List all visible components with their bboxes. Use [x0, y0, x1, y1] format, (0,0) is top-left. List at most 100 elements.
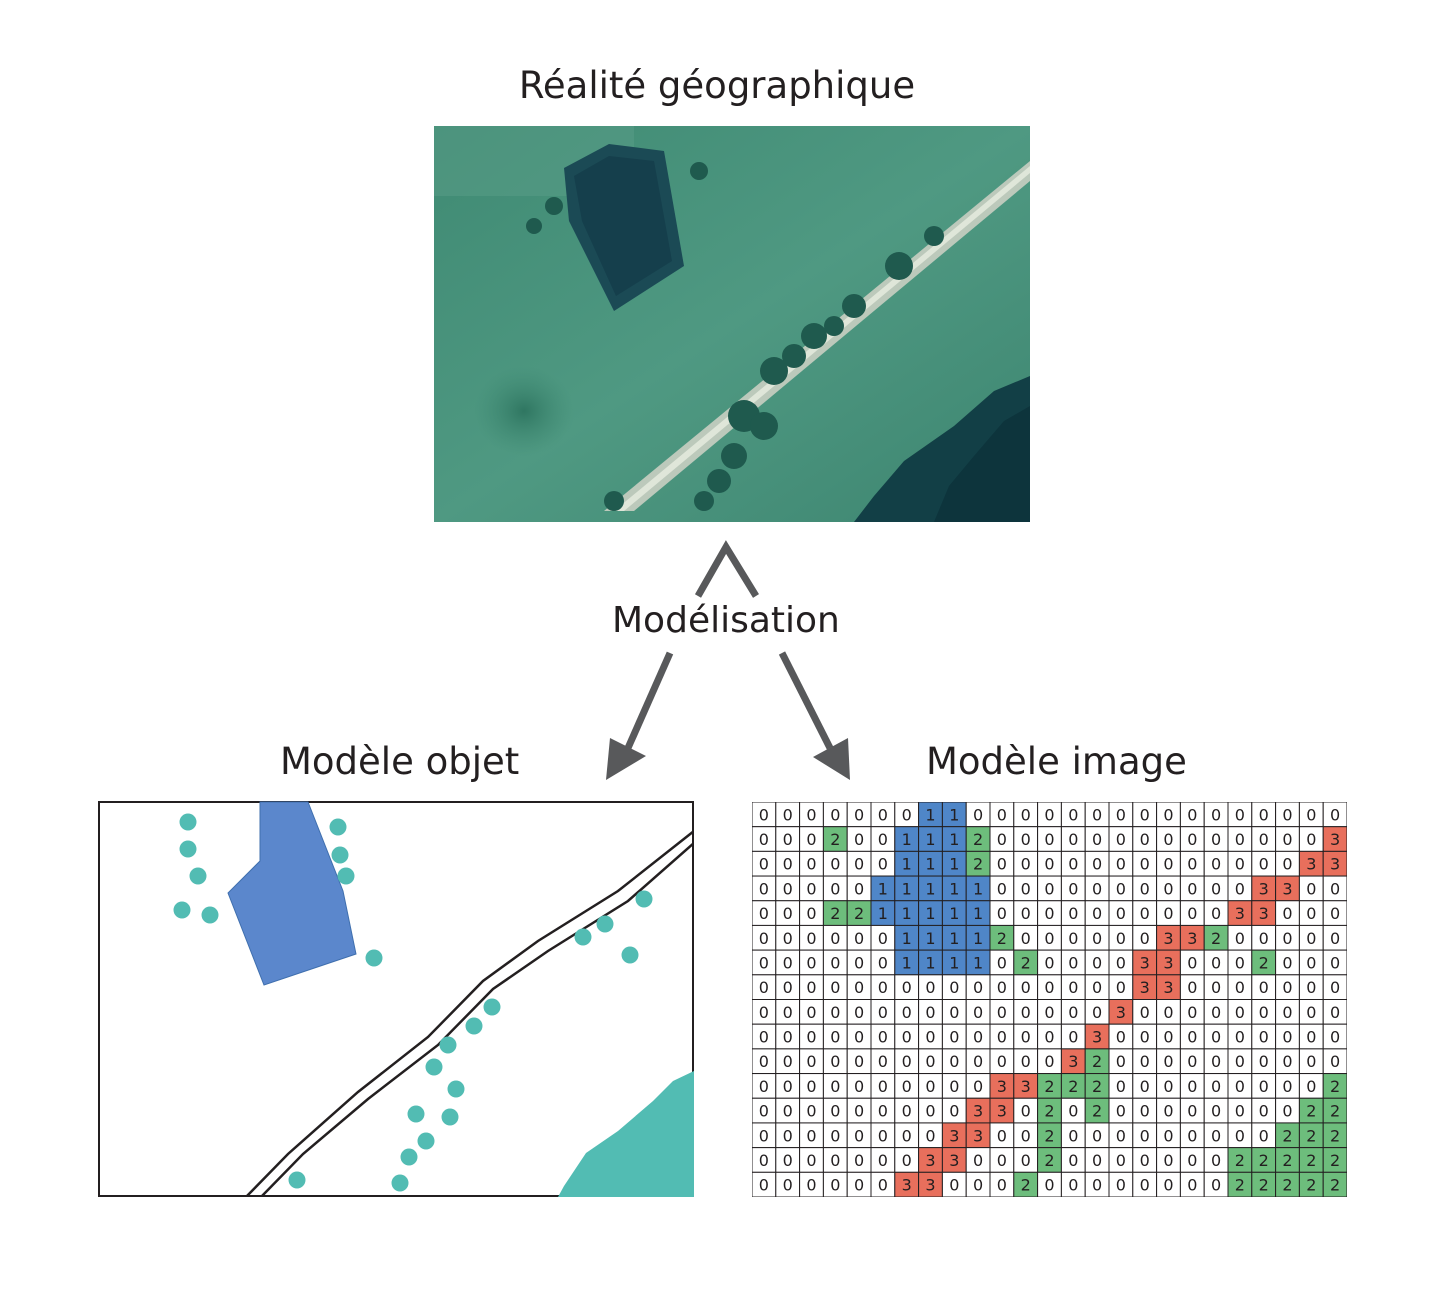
grid-cell-value: 0: [1140, 1052, 1150, 1071]
grid-cell-value: 0: [1044, 830, 1054, 849]
grid-cell-value: 3: [1163, 978, 1173, 997]
title-modeling: Modélisation: [612, 600, 840, 641]
grid-cell-value: 3: [1330, 830, 1340, 849]
grid-cell-value: 0: [783, 1028, 793, 1047]
grid-cell-value: 0: [759, 879, 769, 898]
grid-cell-value: 0: [878, 805, 888, 824]
tree-point: [331, 846, 349, 864]
grid-cell-value: 0: [1116, 855, 1126, 874]
grid-cell-value: 0: [1068, 1176, 1078, 1195]
grid-cell-value: 0: [1187, 953, 1197, 972]
grid-cell-value: 0: [902, 805, 912, 824]
grid-cell-value: 0: [1116, 830, 1126, 849]
grid-cell-value: 0: [783, 879, 793, 898]
title-image-model: Modèle image: [926, 740, 1187, 783]
grid-cell-value: 0: [1044, 1003, 1054, 1022]
road-edge-right: [260, 842, 694, 1197]
grid-cell-value: 0: [878, 1077, 888, 1096]
grid-cell-value: 0: [854, 929, 864, 948]
grid-cell-value: 1: [925, 879, 935, 898]
grid-cell-value: 0: [1306, 1052, 1316, 1071]
title-geographic-reality: Réalité géographique: [518, 64, 916, 107]
grid-cell-value: 0: [1187, 1028, 1197, 1047]
grid-cell-value: 3: [1330, 855, 1340, 874]
grid-cell-value: 0: [830, 1052, 840, 1071]
grid-cell-value: 0: [783, 1176, 793, 1195]
grid-cell-value: 0: [878, 830, 888, 849]
grid-cell-value: 0: [925, 1052, 935, 1071]
grid-cell-value: 0: [1021, 1003, 1031, 1022]
grid-cell-value: 0: [973, 1151, 983, 1170]
grid-cell-value: 0: [1163, 1028, 1173, 1047]
grid-cell-value: 0: [806, 1028, 816, 1047]
grid-cell-value: 0: [1211, 1102, 1221, 1121]
grid-cell-value: 0: [1021, 879, 1031, 898]
grid-cell-value: 0: [830, 1176, 840, 1195]
tree-point: [621, 946, 639, 964]
grid-cell-value: 0: [1140, 1003, 1150, 1022]
grid-cell-value: 2: [973, 855, 983, 874]
grid-cell-value: 0: [1092, 1151, 1102, 1170]
grid-cell-value: 0: [854, 830, 864, 849]
grid-cell-value: 0: [997, 978, 1007, 997]
grid-cell-value: 0: [783, 978, 793, 997]
grid-cell-value: 0: [854, 1126, 864, 1145]
grid-cell-value: 0: [1140, 1151, 1150, 1170]
grid-cell-value: 0: [1163, 1176, 1173, 1195]
grid-cell-value: 0: [1092, 1003, 1102, 1022]
grid-cell-value: 0: [973, 978, 983, 997]
grid-cell-value: 0: [783, 1102, 793, 1121]
grid-cell-value: 0: [854, 978, 864, 997]
grid-cell-value: 0: [973, 805, 983, 824]
grid-cell-value: 0: [1235, 953, 1245, 972]
grid-cell-value: 0: [830, 1028, 840, 1047]
grid-cell-value: 1: [925, 929, 935, 948]
grid-cell-value: 1: [949, 953, 959, 972]
grid-cell-value: 0: [1187, 879, 1197, 898]
grid-cell-value: 0: [759, 953, 769, 972]
grid-cell-value: 0: [1163, 830, 1173, 849]
grid-cell-value: 2: [1259, 1176, 1269, 1195]
grid-cell-value: 0: [1021, 978, 1031, 997]
grid-cell-value: 0: [1021, 855, 1031, 874]
grid-cell-value: 0: [1140, 929, 1150, 948]
grid-cell-value: 1: [949, 830, 959, 849]
grid-cell-value: 2: [1021, 1176, 1031, 1195]
grid-cell-value: 0: [783, 1151, 793, 1170]
grid-cell-value: 0: [759, 1102, 769, 1121]
grid-cell-value: 1: [902, 904, 912, 923]
grid-cell-value: 0: [1306, 1003, 1316, 1022]
grid-cell-value: 0: [878, 1176, 888, 1195]
grid-cell-value: 3: [1163, 929, 1173, 948]
grid-cell-value: 2: [854, 904, 864, 923]
grid-cell-value: 0: [902, 1077, 912, 1096]
grid-cell-value: 2: [1259, 1151, 1269, 1170]
grid-cell-value: 0: [1092, 855, 1102, 874]
tree-point: [574, 928, 592, 946]
grid-cell-value: 0: [925, 1126, 935, 1145]
grid-cell-value: 0: [902, 1003, 912, 1022]
grid-cell-value: 0: [1211, 1176, 1221, 1195]
grid-cell-value: 0: [1021, 830, 1031, 849]
tree-point: [407, 1105, 425, 1123]
grid-cell-value: 0: [1211, 879, 1221, 898]
grid-cell-value: 2: [1068, 1077, 1078, 1096]
grid-cell-value: 2: [1092, 1077, 1102, 1096]
grid-cell-value: 0: [1211, 1003, 1221, 1022]
grid-cell-value: 3: [925, 1176, 935, 1195]
grid-cell-value: 0: [1044, 1176, 1054, 1195]
grid-cell-value: 0: [830, 855, 840, 874]
grid-cell-value: 2: [1211, 929, 1221, 948]
grid-cell-value: 0: [1068, 978, 1078, 997]
grid-cell-value: 0: [902, 1126, 912, 1145]
grid-cell-value: 0: [1140, 830, 1150, 849]
grid-cell-value: 0: [1211, 1077, 1221, 1096]
grid-cell-value: 3: [1092, 1028, 1102, 1047]
grid-cell-value: 0: [997, 953, 1007, 972]
grid-cell-value: 0: [759, 1126, 769, 1145]
grid-cell-value: 0: [925, 1028, 935, 1047]
grid-cell-value: 1: [902, 953, 912, 972]
grid-cell-value: 0: [1187, 978, 1197, 997]
grid-cell-value: 0: [854, 1003, 864, 1022]
grid-cell-value: 0: [949, 1052, 959, 1071]
